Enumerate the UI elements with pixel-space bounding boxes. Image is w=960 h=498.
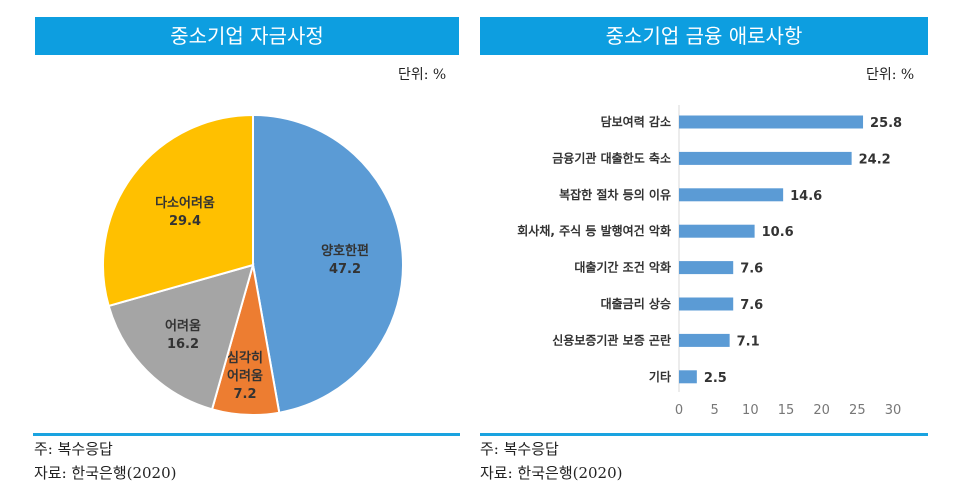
pie-slice-label: 심각히: [227, 350, 263, 366]
pie-slice-label: 어려움: [165, 318, 201, 334]
bar-category-label: 금융기관 대출한도 축소: [552, 150, 671, 165]
bar-chart-title: 중소기업 금융 애로사항: [480, 17, 928, 55]
pie-slice-label: 어려움: [227, 368, 263, 384]
left-source: 자료: 한국은행(2020): [34, 464, 177, 482]
pie-unit-label: 단위: %: [398, 67, 447, 83]
bar: [679, 297, 734, 311]
bar-unit-label: 단위: %: [866, 67, 915, 83]
bar-value-label: 7.1: [737, 334, 760, 349]
pie-slice-label: 29.4: [169, 214, 201, 229]
bar-category-label: 대출기간 조건 악화: [574, 260, 671, 275]
bar: [679, 151, 852, 165]
bar: [679, 333, 730, 347]
x-tick-label: 15: [778, 403, 795, 418]
bar: [679, 370, 697, 384]
x-tick-label: 0: [675, 403, 683, 418]
pie-slice-label: 다소어려움: [155, 195, 215, 211]
x-tick-label: 10: [742, 403, 759, 418]
bar: [679, 261, 734, 275]
bar: [679, 115, 864, 129]
bar-value-label: 7.6: [740, 262, 763, 277]
bar-value-label: 10.6: [762, 225, 794, 240]
bar: [679, 188, 784, 202]
bar-category-label: 회사채, 주식 등 발행여건 악화: [517, 223, 671, 238]
pie-slice: [102, 113, 254, 308]
right-note: 주: 복수응답: [480, 440, 559, 458]
bar-category-label: 신용보증기관 보증 곤란: [552, 332, 671, 347]
bar-value-label: 14.6: [790, 189, 822, 204]
bar-value-label: 25.8: [870, 116, 902, 131]
right-source: 자료: 한국은행(2020): [480, 464, 623, 482]
bar: [679, 224, 755, 238]
left-divider: [33, 433, 460, 436]
bar-value-label: 7.6: [740, 298, 763, 313]
bar-category-label: 기타: [649, 369, 671, 384]
x-tick-label: 30: [885, 403, 902, 418]
left-note: 주: 복수응답: [34, 440, 113, 458]
pie-slice-label: 양호한편: [321, 243, 369, 259]
bar-category-label: 대출금리 상승: [601, 296, 671, 311]
pie-chart-title: 중소기업 자금사정: [35, 17, 459, 55]
bar-category-label: 복잡한 절차 등의 이유: [559, 187, 671, 202]
pie-slice: [107, 263, 255, 411]
pie-slice-label: 47.2: [329, 262, 361, 277]
x-tick-label: 20: [813, 403, 830, 418]
x-tick-label: 5: [711, 403, 719, 418]
bar-value-label: 2.5: [704, 371, 727, 386]
right-divider: [480, 433, 928, 436]
pie-slice-label: 7.2: [233, 387, 256, 402]
pie-slice: [252, 113, 404, 414]
x-tick-label: 25: [849, 403, 866, 418]
bar-category-label: 담보여력 감소: [601, 114, 671, 129]
pie-slice-label: 16.2: [167, 337, 199, 352]
bar-value-label: 24.2: [859, 152, 891, 167]
